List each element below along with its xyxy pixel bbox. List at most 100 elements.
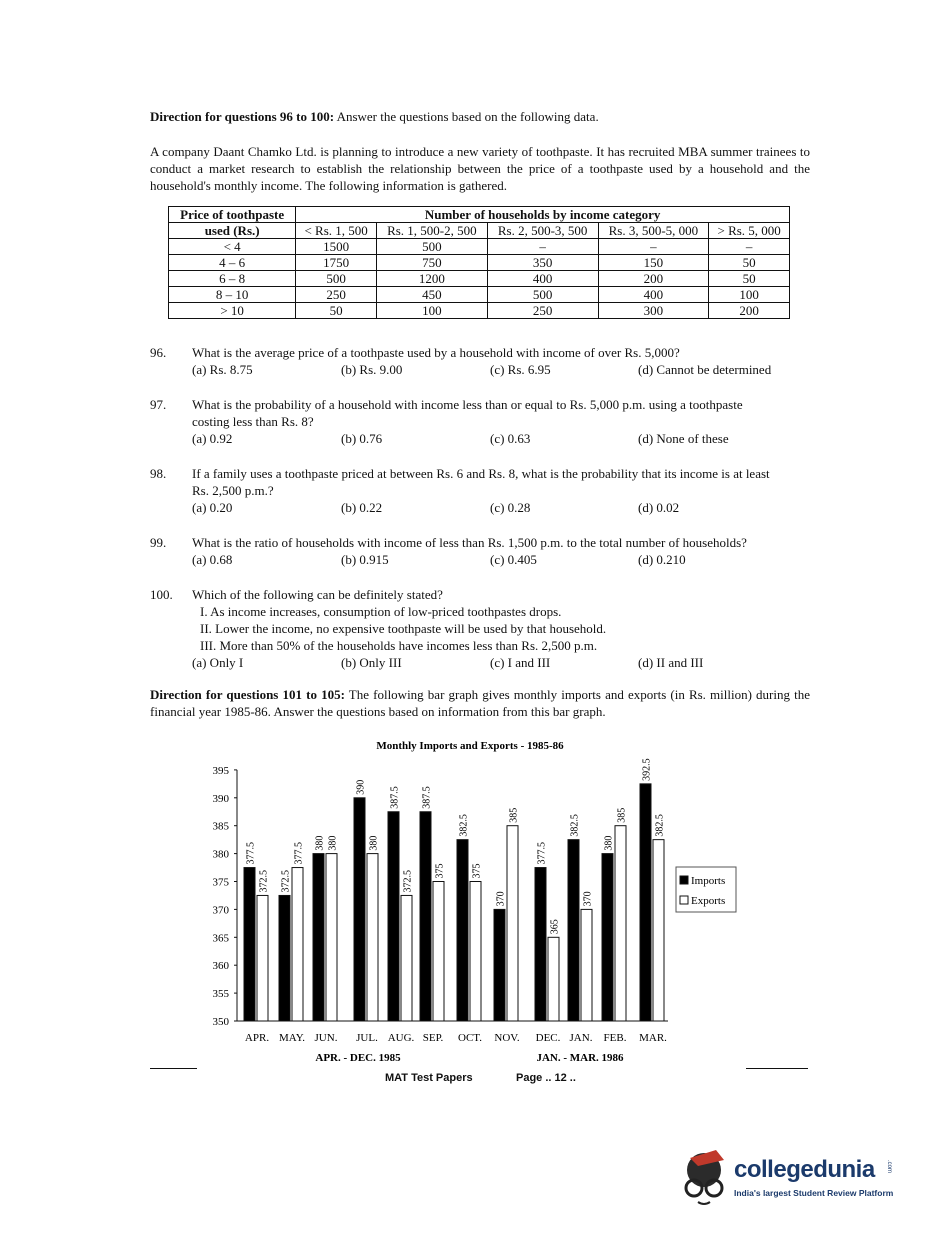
answer-option[interactable]: (d) None of these <box>638 431 729 446</box>
bar-imports <box>243 867 256 1022</box>
answer-option[interactable]: (d) II and III <box>638 655 704 670</box>
direction-101-105: Direction for questions 101 to 105: The … <box>150 686 810 720</box>
question-97: 97. What is the probability of a househol… <box>150 396 810 447</box>
answer-option[interactable]: (b) Rs. 9.00 <box>341 362 403 377</box>
bar-exports <box>547 936 560 1022</box>
bar-imports <box>567 839 580 1022</box>
x-tick-label: APR. <box>245 1032 269 1044</box>
group-label: JAN. - MAR. 1986 <box>536 1052 624 1064</box>
table-cell: 1200 <box>375 270 488 287</box>
question-text: Which of the following can be definitely… <box>192 587 443 602</box>
x-tick-label: JUL. <box>356 1032 378 1044</box>
x-tick-label: AUG. <box>388 1032 415 1044</box>
data-label: 382.5 <box>459 814 470 837</box>
table-cell: 1750 <box>295 254 377 271</box>
answer-option[interactable]: (d) 0.02 <box>638 500 680 515</box>
answer-option[interactable]: (a) 0.20 <box>192 500 233 515</box>
question-98: 98. If a family uses a toothpaste priced … <box>150 465 810 516</box>
data-label: 375 <box>472 864 483 879</box>
y-tick-label: 380 <box>213 849 230 861</box>
table-cell: 300 <box>597 302 710 319</box>
logo-tagline: India's largest Student Review Platform <box>734 1188 894 1198</box>
answer-option[interactable]: (a) Only I <box>192 655 244 670</box>
question-number: 98. <box>150 466 167 481</box>
table-cell: 100 <box>708 286 790 303</box>
table-cell: < 4 <box>167 238 297 255</box>
group-label: APR. - DEC. 1985 <box>315 1052 401 1064</box>
intro-paragraph: A company Daant Chamko Ltd. is planning … <box>150 144 810 193</box>
bar-imports <box>278 894 291 1022</box>
answer-option[interactable]: (b) 0.915 <box>341 552 389 567</box>
logo-suffix: .com <box>886 1160 892 1174</box>
bar-exports <box>580 908 593 1022</box>
question-number: 96. <box>150 345 167 360</box>
data-label: 370 <box>496 891 507 906</box>
data-label: 365 <box>550 919 561 934</box>
bar-imports <box>312 853 325 1022</box>
data-label: 370 <box>583 891 594 906</box>
question-number: 100. <box>150 587 173 602</box>
x-tick-label: JUN. <box>315 1032 338 1044</box>
legend-label: Exports <box>691 895 725 907</box>
question-text: What is the average price of a toothpast… <box>192 345 680 360</box>
legend-swatch-exports <box>679 895 689 905</box>
data-label: 377.5 <box>246 842 257 865</box>
question-text: I. As income increases, consumption of l… <box>200 604 562 619</box>
table-row: 6 – 8 500 1200 400 200 50 <box>167 270 790 287</box>
data-label: 385 <box>617 808 628 823</box>
answer-option[interactable]: (d) 0.210 <box>638 552 686 567</box>
table-cell: 50 <box>708 254 790 271</box>
data-label: 387.5 <box>390 786 401 809</box>
table-cell: 350 <box>486 254 599 271</box>
question-text: II. Lower the income, no expensive tooth… <box>200 621 607 636</box>
col-header-income: < Rs. 1, 500 <box>295 222 377 239</box>
data-label: 377.5 <box>537 842 548 865</box>
answer-option[interactable]: (b) 0.22 <box>341 500 383 515</box>
bar-imports <box>534 867 547 1022</box>
table-row: 4 – 6 1750 750 350 150 50 <box>167 254 790 271</box>
footer-page: Page .. 12 .. <box>516 1072 576 1084</box>
answer-option[interactable]: (b) 0.76 <box>341 431 383 446</box>
answer-option[interactable]: (c) Rs. 6.95 <box>490 362 551 377</box>
data-label: 372.5 <box>259 870 270 893</box>
y-tick-label: 365 <box>213 932 230 944</box>
bar-exports <box>291 867 304 1022</box>
legend-label: Imports <box>691 875 725 887</box>
col-header-income: > Rs. 5, 000 <box>708 222 790 239</box>
x-tick-label: SEP. <box>423 1032 444 1044</box>
table-row: < 4 1500 500– – – <box>167 238 790 255</box>
answer-option[interactable]: (a) 0.68 <box>192 552 233 567</box>
data-label: 380 <box>369 836 380 851</box>
bar-exports <box>652 839 665 1022</box>
data-label: 380 <box>328 836 339 851</box>
table-cell: 6 – 8 <box>167 270 297 287</box>
question-text: What is the probability of a household w… <box>192 397 743 412</box>
answer-option[interactable]: (b) Only III <box>341 655 402 670</box>
answer-option[interactable]: (c) 0.405 <box>490 552 537 567</box>
data-label: 372.5 <box>403 870 414 893</box>
x-tick-label: MAR. <box>639 1032 667 1044</box>
data-label: 382.5 <box>570 814 581 837</box>
answer-option[interactable]: (c) I and III <box>490 655 551 670</box>
bar-exports <box>325 853 338 1022</box>
data-label: 387.5 <box>422 786 433 809</box>
y-tick-label: 395 <box>213 765 230 777</box>
answer-option[interactable]: (d) Cannot be determined <box>638 362 772 377</box>
direction-96-100: Direction for questions 96 to 100: Answe… <box>150 108 810 125</box>
question-text: What is the ratio of households with inc… <box>192 535 747 550</box>
x-tick-label: NOV. <box>494 1032 519 1044</box>
table-row: 8 – 10 250 450 500 400 100 <box>167 286 790 303</box>
answer-option[interactable]: (a) 0.92 <box>192 431 233 446</box>
collegedunia-logo: collegedunia .com India's largest Studen… <box>676 1148 893 1212</box>
data-label: 382.5 <box>655 814 666 837</box>
direction-text: The following bar graph gives monthly im… <box>150 687 810 719</box>
table-cell: 400 <box>597 286 710 303</box>
bar-exports <box>432 881 445 1022</box>
answer-option[interactable]: (a) Rs. 8.75 <box>192 362 253 377</box>
data-table: Price of toothpaste Number of households … <box>167 206 790 319</box>
table-cell: 750 <box>375 254 488 271</box>
answer-option[interactable]: (c) 0.63 <box>490 431 531 446</box>
y-tick-label: 355 <box>213 988 230 1000</box>
question-text: Rs. 2,500 p.m.? <box>192 483 274 498</box>
answer-option[interactable]: (c) 0.28 <box>490 500 531 515</box>
